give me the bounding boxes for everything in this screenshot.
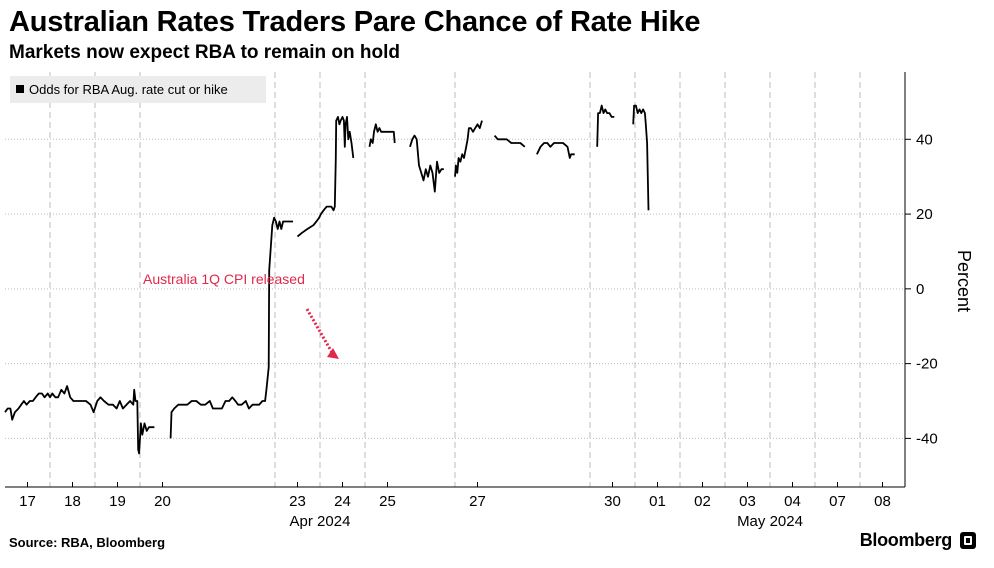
y-axis-label: Percent [954,250,974,312]
legend: Odds for RBA Aug. rate cut or hike [10,76,266,103]
series-line [169,216,293,439]
annotation-label: Australia 1Q CPI released [143,271,305,287]
x-tick-label: 08 [874,493,891,510]
chart-title: Australian Rates Traders Pare Chance of … [9,6,701,38]
legend-label: Odds for RBA Aug. rate cut or hike [29,82,228,97]
x-tick-label: 24 [334,493,351,510]
y-tick-label: 20 [916,206,933,223]
series-line [409,134,444,193]
y-tick-label: 40 [916,131,933,148]
x-tick-label: 20 [154,493,171,510]
grid-lines [5,72,905,487]
legend-swatch [16,85,24,93]
chart-subtitle: Markets now expect RBA to remain on hold [9,42,400,63]
series-line [454,120,483,177]
series-line [596,104,615,147]
annotation: Australia 1Q CPI released [143,271,339,359]
x-tick-label: 03 [739,493,756,510]
x-tick-label: 18 [64,493,81,510]
data-series [4,104,650,455]
y-tick-label: -40 [916,430,938,447]
x-group-label: Apr 2024 [290,513,351,530]
bloomberg-icon [960,532,976,549]
bloomberg-logo: Bloomberg [859,530,953,550]
series-line [536,142,575,159]
x-tick-label: 07 [829,493,846,510]
y-tick-label: 0 [916,281,924,298]
x-tick-label: 30 [604,493,621,510]
legend-background [10,76,266,103]
x-tick-label: 27 [469,493,486,510]
x-tick-label: 25 [379,493,396,510]
source-note: Source: RBA, Bloomberg [9,535,166,550]
series-line [632,104,650,211]
y-tick-label: -20 [916,356,938,373]
x-tick-label: 01 [649,493,666,510]
x-axis: 17 18 19 20 23 24 25 27 30 01 02 03 04 07 08 Apr 2024 Ma… [5,482,905,530]
x-tick-label: 02 [694,493,711,510]
x-group-label: May 2024 [737,513,803,530]
annotation-arrowhead [327,348,339,359]
series-line [296,116,355,238]
x-tick-label: 19 [109,493,126,510]
series-line [493,135,526,148]
x-tick-label: 23 [289,493,306,510]
y-axis: 40 20 0 -20 -40 [904,72,938,487]
series-line [4,385,155,455]
x-tick-label: 04 [784,493,801,510]
series-line [368,123,396,147]
x-tick-label: 17 [19,493,36,510]
annotation-arrow [305,308,336,357]
